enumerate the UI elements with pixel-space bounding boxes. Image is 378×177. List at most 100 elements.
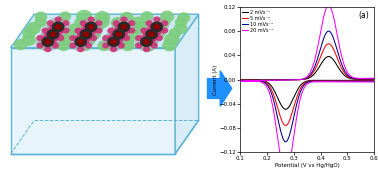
2 mVs⁻¹ — [238, 79, 242, 81]
Circle shape — [54, 31, 62, 37]
Circle shape — [53, 18, 67, 29]
20 mVs⁻¹ — [286, 79, 290, 81]
Circle shape — [135, 32, 158, 52]
Circle shape — [112, 29, 125, 40]
Circle shape — [128, 20, 135, 26]
Circle shape — [150, 27, 165, 39]
Circle shape — [95, 20, 102, 26]
Circle shape — [50, 32, 56, 37]
20 mVs⁻¹ — [238, 80, 242, 82]
10 mVs⁻¹ — [321, 80, 325, 82]
Circle shape — [148, 39, 155, 45]
2 mVs⁻¹ — [359, 78, 364, 80]
Circle shape — [153, 31, 161, 37]
Circle shape — [47, 20, 54, 26]
Circle shape — [52, 22, 65, 32]
Circle shape — [41, 36, 54, 47]
Circle shape — [77, 38, 93, 51]
2 mVs⁻¹ — [284, 108, 288, 110]
Circle shape — [79, 29, 92, 40]
Circle shape — [62, 20, 70, 26]
Circle shape — [65, 30, 77, 40]
Circle shape — [121, 40, 135, 51]
Circle shape — [79, 17, 103, 37]
20 mVs⁻¹ — [243, 80, 247, 82]
20 mVs⁻¹ — [284, 173, 288, 175]
Circle shape — [74, 35, 82, 41]
Circle shape — [110, 39, 117, 45]
Circle shape — [69, 32, 92, 52]
Circle shape — [34, 12, 47, 22]
Circle shape — [46, 17, 70, 37]
Circle shape — [126, 28, 139, 39]
Circle shape — [34, 17, 47, 27]
Circle shape — [113, 28, 120, 34]
5 mVs⁻¹ — [238, 79, 242, 81]
Circle shape — [174, 23, 187, 34]
Circle shape — [143, 31, 150, 37]
Circle shape — [128, 28, 135, 34]
Circle shape — [153, 16, 161, 22]
Circle shape — [112, 22, 126, 34]
Circle shape — [132, 21, 147, 34]
20 mVs⁻¹ — [369, 81, 373, 83]
Circle shape — [143, 39, 150, 45]
Circle shape — [59, 34, 73, 45]
Circle shape — [148, 24, 155, 30]
Circle shape — [42, 33, 56, 45]
Circle shape — [112, 17, 136, 37]
Circle shape — [85, 22, 98, 32]
Circle shape — [113, 20, 120, 26]
Circle shape — [52, 35, 59, 41]
Circle shape — [42, 35, 49, 41]
X-axis label: Potential (V vs Hg/HgO): Potential (V vs Hg/HgO) — [275, 163, 339, 168]
Circle shape — [121, 24, 127, 30]
20 mVs⁻¹ — [359, 77, 364, 79]
Circle shape — [110, 31, 117, 37]
Circle shape — [80, 20, 87, 26]
5 mVs⁻¹ — [359, 78, 364, 80]
Circle shape — [76, 10, 92, 23]
5 mVs⁻¹ — [286, 79, 290, 81]
Circle shape — [57, 40, 70, 51]
Circle shape — [87, 16, 95, 22]
Circle shape — [107, 28, 115, 34]
Circle shape — [54, 16, 62, 22]
Circle shape — [161, 28, 168, 34]
Circle shape — [74, 17, 89, 29]
10 mVs⁻¹ — [238, 79, 242, 82]
Circle shape — [135, 35, 142, 41]
Circle shape — [94, 11, 110, 24]
Polygon shape — [11, 14, 198, 48]
Circle shape — [150, 22, 163, 32]
Line: 10 mVs⁻¹: 10 mVs⁻¹ — [240, 31, 374, 142]
Circle shape — [77, 46, 84, 52]
Circle shape — [74, 28, 82, 34]
Circle shape — [74, 25, 98, 44]
Circle shape — [94, 16, 110, 28]
20 mVs⁻¹ — [321, 81, 325, 83]
10 mVs⁻¹ — [286, 79, 290, 81]
Circle shape — [141, 40, 156, 52]
FancyArrow shape — [208, 71, 232, 106]
Circle shape — [118, 42, 125, 48]
Circle shape — [145, 29, 158, 40]
Circle shape — [102, 35, 109, 41]
Circle shape — [90, 35, 97, 41]
10 mVs⁻¹ — [255, 80, 259, 82]
10 mVs⁻¹ — [238, 80, 242, 82]
Line: 5 mVs⁻¹: 5 mVs⁻¹ — [240, 44, 374, 125]
Circle shape — [107, 36, 120, 47]
Circle shape — [77, 31, 84, 37]
Circle shape — [44, 46, 51, 52]
Circle shape — [86, 28, 101, 40]
Circle shape — [85, 35, 92, 41]
Circle shape — [111, 17, 125, 28]
Circle shape — [80, 28, 87, 34]
Circle shape — [102, 32, 125, 52]
10 mVs⁻¹ — [284, 141, 288, 143]
Circle shape — [44, 39, 51, 45]
Circle shape — [52, 42, 59, 48]
Circle shape — [22, 28, 36, 39]
Legend: 2 mVs⁻¹, 5 mVs⁻¹, 10 mVs⁻¹, 20 mVs⁻¹: 2 mVs⁻¹, 5 mVs⁻¹, 10 mVs⁻¹, 20 mVs⁻¹ — [242, 8, 274, 34]
